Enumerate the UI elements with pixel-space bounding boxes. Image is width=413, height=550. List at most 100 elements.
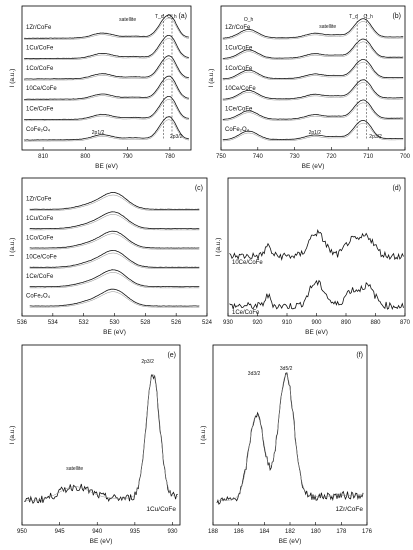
x-tick-label: 730: [290, 154, 301, 160]
peak-annotation: satellite: [66, 466, 83, 472]
series-label: 1Cu/CoFe: [225, 46, 253, 52]
fit-line: [29, 194, 200, 211]
series-label: 1Ce/CoFe: [26, 107, 54, 113]
x-tick-label: 750: [216, 154, 227, 160]
x-tick-label: 945: [55, 529, 66, 535]
series-label: 1Zr/CoFe: [225, 25, 251, 31]
chart-panel-b: 750 740 730 720 710 700 BE (eV) I (a.u.) (b) 1Zr/…: [208, 5, 411, 170]
series-label: CoFe₂O₄: [225, 127, 250, 133]
series-line: [29, 288, 200, 307]
series-line: [29, 230, 200, 249]
y-axis-label: I (a.u.): [9, 426, 16, 445]
peak-annotation: 2p3/2: [141, 359, 154, 365]
series-label: 1Ce/CoFe: [26, 274, 54, 280]
peak-annotation: 2p3/2: [170, 134, 183, 140]
x-tick-label: 534: [48, 320, 59, 326]
x-tick-label: 930: [167, 529, 178, 535]
series-label: 1Co/CoFe: [26, 66, 54, 72]
x-tick-label: 184: [259, 529, 270, 535]
fit-line: [222, 82, 404, 101]
series-line: [24, 96, 189, 121]
series-label: 1Cu/CoFe: [146, 506, 176, 513]
series-line: [29, 211, 200, 230]
series-line: [216, 372, 364, 505]
x-tick-label: 180: [311, 529, 322, 535]
peak-annotation: T_d: [349, 14, 358, 20]
x-axis-label: BE (eV): [279, 538, 302, 545]
panel-label: (a): [178, 13, 187, 20]
peak-annotation: T_d: [155, 14, 164, 20]
panel-label: (b): [392, 13, 401, 20]
x-axis-label: BE (eV): [302, 163, 325, 170]
series-label: 10Ce/CoFe: [232, 260, 263, 266]
x-tick-label: 950: [17, 529, 28, 535]
fit-line: [24, 373, 178, 502]
panel-label: (e): [167, 352, 176, 359]
fit-line: [222, 102, 404, 121]
plot-frame: [220, 5, 406, 151]
x-tick-label: 935: [130, 529, 141, 535]
chart-panel-f: 188 186 184 182 180 178 176 BE (eV) I (a.u.) (f) 1…: [200, 344, 373, 545]
series-label: 1Co/CoFe: [225, 66, 253, 72]
series-label: 1Co/CoFe: [26, 235, 54, 241]
fit-line: [24, 99, 189, 122]
fit-line: [29, 272, 200, 289]
series-label: CoFe₂O₄: [26, 127, 51, 133]
series-line: [24, 116, 189, 141]
series-label: 1Zr/CoFe: [336, 506, 364, 513]
fit-line: [222, 41, 404, 60]
x-tick-label: 710: [363, 154, 374, 160]
series-line: [222, 59, 404, 80]
peak-annotation: O_h: [167, 14, 177, 20]
panel-label: (c): [195, 185, 203, 192]
x-tick-label: 178: [336, 529, 347, 535]
peak-annotation: 3d3/2: [248, 371, 261, 377]
series-label: 1Cu/CoFe: [26, 46, 54, 52]
series-label: 10Ce/CoFe: [26, 86, 57, 92]
x-tick-label: 188: [208, 529, 219, 535]
panel-label: (d): [392, 185, 401, 192]
plot-frame: [212, 344, 368, 526]
x-tick-label: 890: [341, 320, 352, 326]
x-tick-label: 930: [223, 320, 234, 326]
series-label: 1Ce/CoFe: [225, 107, 253, 113]
x-tick-label: 186: [234, 529, 245, 535]
x-tick-label: 740: [253, 154, 264, 160]
x-tick-label: 920: [252, 320, 263, 326]
x-tick-label: 900: [311, 320, 322, 326]
fit-line: [216, 374, 364, 502]
peak-annotation: satellite: [319, 24, 336, 30]
series-line: [24, 14, 189, 39]
x-tick-label: 910: [282, 320, 293, 326]
panel-label: (f): [356, 352, 363, 359]
peak-annotation: 2p1/2: [92, 130, 105, 136]
fit-line: [24, 119, 189, 142]
x-tick-label: 810: [38, 154, 49, 160]
series-label: 10Ce/CoFe: [225, 86, 256, 92]
series-line: [222, 79, 404, 100]
series-label: 1Zr/CoFe: [26, 25, 52, 31]
x-tick-label: 182: [285, 529, 296, 535]
x-tick-label: 528: [140, 320, 151, 326]
fit-line: [29, 252, 200, 269]
fit-line: [222, 122, 404, 142]
series-line: [24, 374, 178, 504]
fit-line: [24, 38, 189, 61]
series-line: [29, 269, 200, 288]
x-tick-label: 720: [326, 154, 337, 160]
fit-line: [29, 291, 200, 308]
fit-line: [29, 233, 200, 250]
x-axis-label: BE (eV): [103, 329, 126, 336]
peak-annotation: 2p3/2: [369, 134, 382, 140]
x-axis-label: BE (eV): [305, 329, 328, 336]
series-line: [222, 38, 404, 59]
x-tick-label: 790: [123, 154, 134, 160]
series-label: CoFe₂O₄: [26, 293, 51, 299]
peak-annotation: 2p1/2: [309, 130, 322, 136]
series-label: 1Cu/CoFe: [26, 216, 54, 222]
x-tick-label: 940: [92, 529, 103, 535]
series-label: 1Ce/CoFe: [232, 310, 260, 316]
series-line: [222, 18, 404, 39]
x-tick-label: 780: [165, 154, 176, 160]
